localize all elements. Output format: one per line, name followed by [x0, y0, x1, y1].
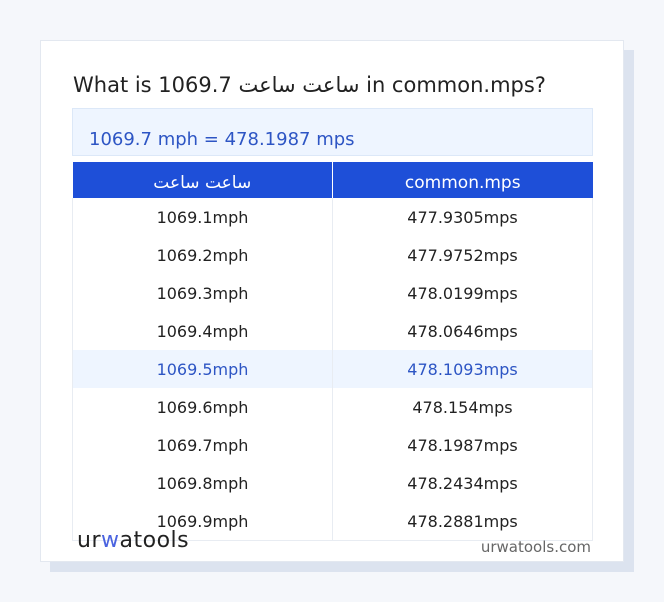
- column-header: ساعت ساعت: [72, 162, 333, 198]
- table-row: 1069.7mph 478.1987mps: [72, 426, 593, 464]
- table-cell: 1069.5mph: [72, 350, 333, 388]
- table-cell: 1069.8mph: [72, 464, 333, 502]
- table-row: 1069.6mph 478.154mps: [72, 388, 593, 426]
- conversion-table: ساعت ساعت common.mps 1069.1mph 477.9305mp…: [72, 162, 593, 541]
- table-row: 1069.9mph 478.2881mps: [72, 502, 593, 541]
- site-link[interactable]: urwatools.com: [480, 538, 591, 556]
- urwatools-logo: urwatools: [77, 528, 190, 553]
- table-row: 1069.5mph 478.1093mps: [72, 350, 593, 388]
- table-cell: 478.2881mps: [332, 502, 593, 541]
- table-cell: 478.1093mps: [332, 350, 593, 388]
- table-row: 1069.2mph 477.9752mps: [72, 236, 593, 274]
- converter-card: What is 1069.7 ساعت ساعت in common.mps? …: [40, 40, 624, 562]
- table-cell: 478.0199mps: [332, 274, 593, 312]
- table-row: 1069.4mph 478.0646mps: [72, 312, 593, 350]
- table-cell: 478.0646mps: [332, 312, 593, 350]
- table-row: 1069.3mph 478.0199mps: [72, 274, 593, 312]
- table-cell: 1069.4mph: [72, 312, 333, 350]
- table-cell: 478.2434mps: [332, 464, 593, 502]
- table-cell: 1069.3mph: [72, 274, 333, 312]
- page-title: What is 1069.7 ساعت ساعت in common.mps?: [73, 73, 546, 97]
- table-cell: 477.9305mps: [332, 198, 593, 236]
- table-cell: 1069.9mph: [72, 502, 333, 541]
- table-cell: 1069.7mph: [72, 426, 333, 464]
- table-row: 1069.1mph 477.9305mps: [72, 198, 593, 236]
- table-cell: 1069.6mph: [72, 388, 333, 426]
- table-cell: 1069.1mph: [72, 198, 333, 236]
- table-cell: 1069.2mph: [72, 236, 333, 274]
- conversion-result: 1069.7 mph = 478.1987 mps: [72, 108, 593, 156]
- column-header: common.mps: [332, 162, 593, 198]
- table-row: 1069.8mph 478.2434mps: [72, 464, 593, 502]
- table-cell: 478.1987mps: [332, 426, 593, 464]
- table-cell: 478.154mps: [332, 388, 593, 426]
- table-cell: 477.9752mps: [332, 236, 593, 274]
